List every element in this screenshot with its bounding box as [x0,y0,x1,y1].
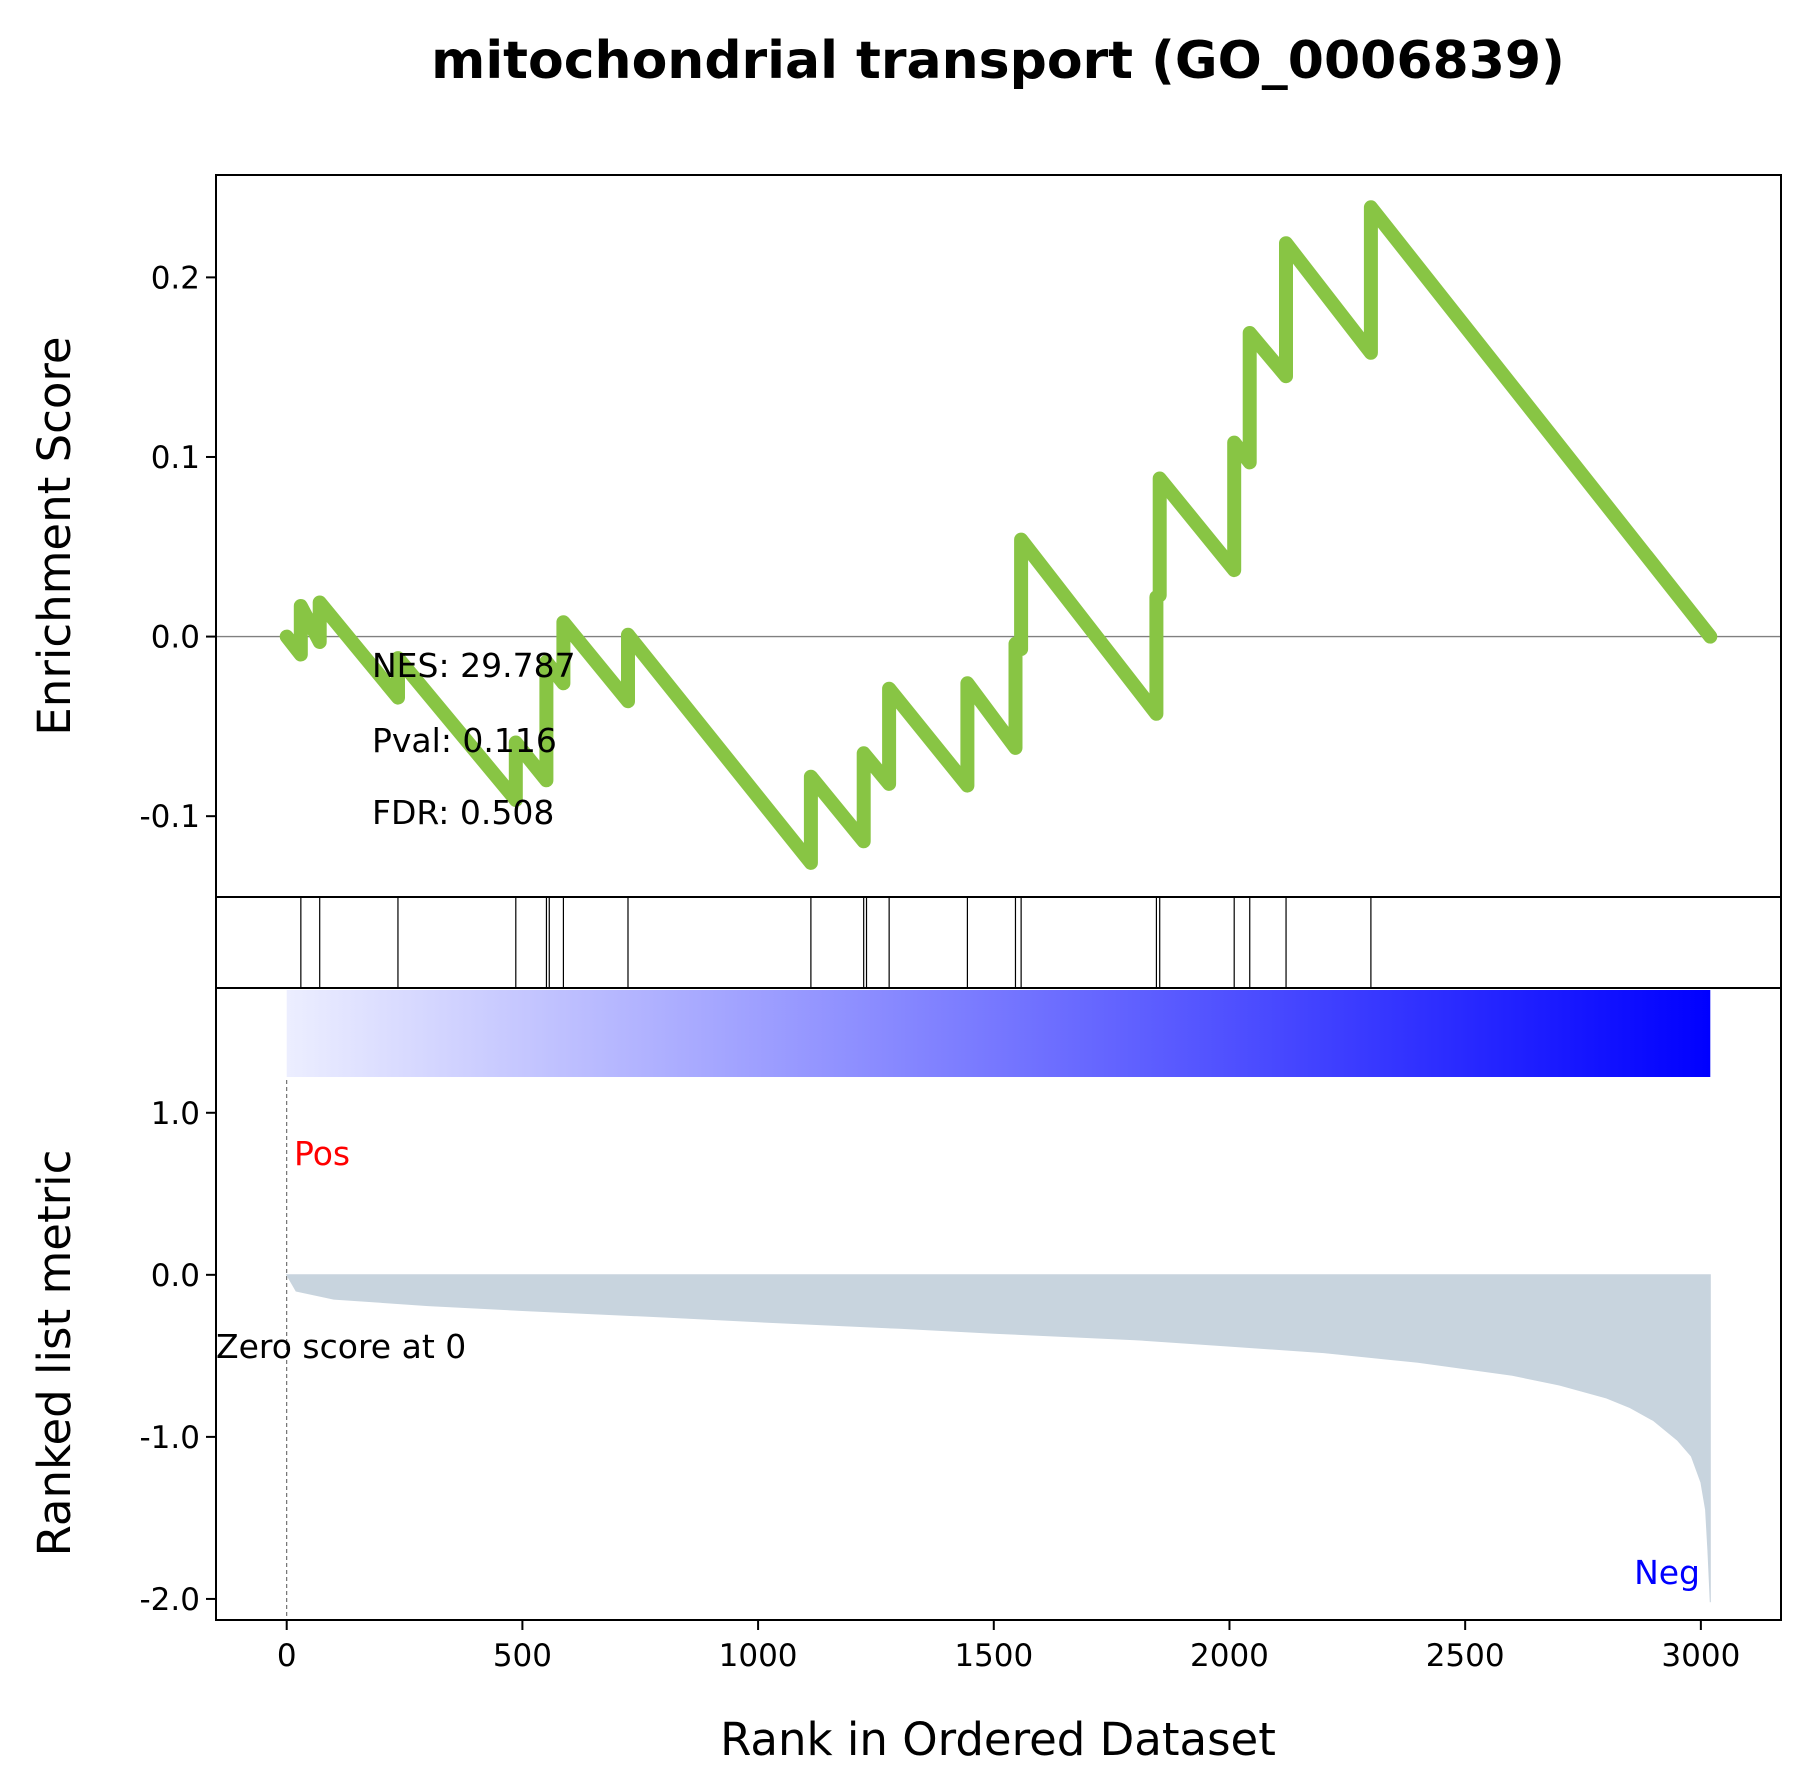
neg-label: Neg [1634,1553,1700,1592]
enrichment-ylabel: Enrichment Score [28,336,81,735]
hits-frame [215,896,1782,989]
x-tick-label: 2500 [1426,1638,1505,1674]
x-tick-label: 3000 [1661,1638,1740,1674]
rm-y-tick-label: 1.0 [151,1096,200,1132]
pval-stat: Pval: 0.116 [372,721,557,760]
chart-title: mitochondrial transport (GO_0006839) [431,31,1565,91]
enrichment-score-line [279,200,1718,870]
rank-gradient-bar [286,990,1711,1077]
ranked-metric-area [285,1274,1711,1603]
ranked-metric-panel: -2.0 -1.0 0.0 1.0 Pos Zero score at 0 Neg R… [28,987,1782,1621]
es-y-tick-label: 0.0 [151,620,200,656]
es-y-tick-label: -0.1 [140,799,201,835]
ranked-metric-frame [215,987,1782,1621]
enrichment-stats: NES: 29.787 Pval: 0.116 FDR: 0.508 [372,646,576,832]
rm-y-tick-label: -2.0 [140,1582,201,1618]
hits-panel [215,896,1782,989]
enrichment-panel: -0.1 0.0 0.1 0.2 NES: 29.787 Pval: 0.116 FD… [28,174,1782,898]
es-y-tick-label: 0.1 [151,440,200,476]
x-axis-label: Rank in Ordered Dataset [720,1713,1276,1766]
ranked-metric-ylabel: Ranked list metric [28,1150,81,1557]
es-y-tick-label: 0.2 [151,260,200,296]
rm-y-tick-label: 0.0 [151,1258,200,1294]
enrichment-frame [215,174,1782,898]
rm-y-tick-label: -1.0 [140,1420,201,1456]
x-tick-label: 1000 [719,1638,798,1674]
x-tick-label: 2000 [1190,1638,1269,1674]
fdr-stat: FDR: 0.508 [372,793,554,832]
pos-label: Pos [294,1134,350,1173]
zero-score-label: Zero score at 0 [216,1327,466,1366]
x-tick-label: 1500 [954,1638,1033,1674]
x-tick-label: 500 [493,1638,552,1674]
nes-stat: NES: 29.787 [372,646,576,685]
x-tick-label: 0 [277,1638,297,1674]
